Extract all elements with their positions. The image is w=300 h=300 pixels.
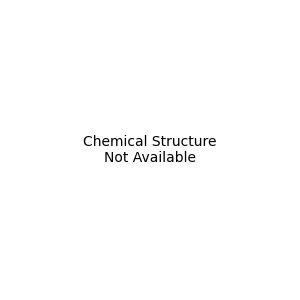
Text: Chemical Structure
Not Available: Chemical Structure Not Available bbox=[83, 135, 217, 165]
